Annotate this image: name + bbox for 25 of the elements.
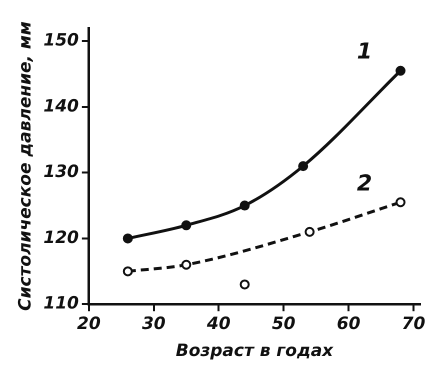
point [396, 66, 406, 76]
point [240, 200, 250, 211]
series-label: 2 [356, 171, 372, 196]
point [298, 161, 308, 172]
point [396, 197, 406, 208]
point [304, 226, 315, 237]
y-tick-label: 120 [43, 228, 80, 248]
x-tick-label: 60 [336, 314, 361, 334]
x-axis-title: Возраст в годах [176, 341, 334, 362]
point [122, 266, 133, 276]
x-tick-label: 70 [402, 314, 426, 334]
y-tick-label: 130 [43, 162, 80, 182]
y-tick-label: 140 [43, 96, 80, 116]
y-tick-label: 150 [43, 30, 80, 51]
point [240, 279, 250, 290]
point [181, 260, 192, 270]
x-tick-label: 20 [77, 314, 101, 334]
series-label: 1 [356, 40, 372, 65]
x-tick-label: 30 [142, 314, 166, 334]
point [181, 220, 192, 230]
y-tick-label: 110 [43, 294, 80, 314]
x-tick-label: 50 [272, 314, 296, 334]
y-axis-title: Систолическое давление, мм [16, 21, 36, 311]
point [122, 233, 133, 244]
x-tick-label: 40 [206, 314, 231, 334]
